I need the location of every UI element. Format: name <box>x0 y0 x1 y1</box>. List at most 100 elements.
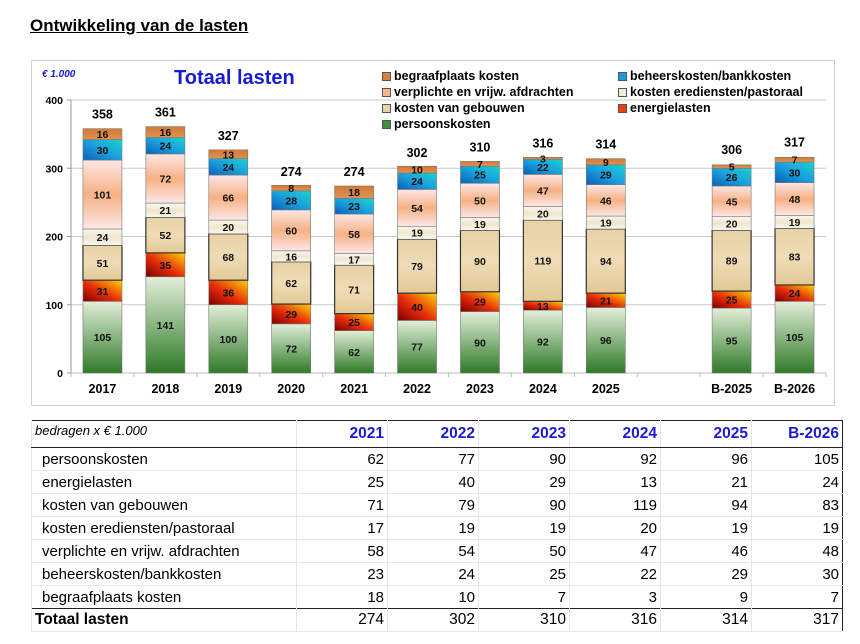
data-label: 24 <box>789 288 801 300</box>
bar-segment-persoonskosten <box>397 320 437 374</box>
data-labels: 2017105315124101301635820181413552217224… <box>89 106 816 396</box>
data-label: 7 <box>792 155 798 167</box>
bar-segment-persoonskosten <box>145 276 186 374</box>
legend-swatch <box>382 87 391 97</box>
x-tick-label: 2023 <box>466 382 494 396</box>
x-tick-label: 2021 <box>340 382 368 396</box>
y-tick-label: 0 <box>57 368 63 380</box>
data-label: 16 <box>285 251 297 263</box>
data-label: 46 <box>600 195 612 207</box>
table-cell: 94 <box>660 493 752 517</box>
data-label: 18 <box>348 187 360 199</box>
data-label: 29 <box>600 170 612 182</box>
legend-item: beheerskosten/bankkosten <box>618 69 791 83</box>
data-label: 13 <box>222 149 234 161</box>
bar-segment-begraafplaats-kosten <box>271 185 312 192</box>
bar-segment-begraafplaats-kosten <box>774 157 815 163</box>
data-label: 48 <box>789 194 801 206</box>
bar-segment-kosten-van-gebouwen <box>459 229 501 293</box>
bar-segment-verplichte-en-vrijw-afdrachten <box>82 159 123 230</box>
row-label: kosten van gebouwen <box>31 493 297 517</box>
table-row: kosten erediensten/pastoraal 17 19 19 20 19 19 <box>31 516 843 540</box>
table-cell: 274 <box>296 608 388 632</box>
bar-segment-begraafplaats-kosten <box>523 157 563 160</box>
table-cell: 7 <box>478 585 570 609</box>
row-label: begraafplaats kosten <box>31 585 297 609</box>
bar-segment-verplichte-en-vrijw-afdrachten <box>208 174 249 221</box>
table-cell: 19 <box>478 516 570 540</box>
legend-swatch <box>382 103 391 113</box>
data-label: 96 <box>600 335 612 347</box>
row-label: verplichte en vrijw. afdrachten <box>31 539 297 563</box>
data-label: 20 <box>726 219 738 231</box>
bar-segment-kosten-van-gebouwen <box>145 216 186 254</box>
table-cell: 90 <box>478 447 570 471</box>
bar-segment-persoonskosten <box>460 311 500 374</box>
x-tick-label: 2018 <box>151 382 179 396</box>
data-label: 52 <box>160 230 172 242</box>
table-cell: 30 <box>751 562 843 586</box>
bar-segment-kosten-van-gebouwen <box>334 264 375 315</box>
bar-segment-persoonskosten <box>774 301 815 374</box>
x-tick-label: 2017 <box>89 382 117 396</box>
table-cell: 2025 <box>660 420 752 448</box>
bar-segment-persoonskosten <box>334 330 374 374</box>
x-tick-label: 2020 <box>277 382 305 396</box>
table-cell: 314 <box>660 608 752 632</box>
data-label: 23 <box>348 201 360 213</box>
table-cell: 20 <box>569 516 661 540</box>
legend-item: persoonskosten <box>382 117 491 131</box>
data-label: 101 <box>94 190 112 202</box>
legend-swatch <box>618 103 627 113</box>
data-label: 66 <box>222 193 234 205</box>
table-cell: 302 <box>387 608 479 632</box>
data-label: 79 <box>411 261 423 273</box>
data-label: 19 <box>411 228 423 240</box>
data-label: 141 <box>157 320 175 332</box>
table-cell: 19 <box>751 516 843 540</box>
data-label: 9 <box>603 157 609 169</box>
table-cell: 119 <box>569 493 661 517</box>
data-label: 10 <box>411 165 423 177</box>
data-label: 105 <box>94 332 112 344</box>
table-cell: 9 <box>660 585 752 609</box>
data-label: 36 <box>222 287 234 299</box>
table-cell: 54 <box>387 539 479 563</box>
table-cell: 13 <box>569 470 661 494</box>
total-label: 358 <box>92 108 113 122</box>
bar-segment-kosten-van-gebouwen <box>82 244 123 281</box>
x-tick-label: 2022 <box>403 382 431 396</box>
table-row: persoonskosten 62 77 90 92 96 105 <box>31 447 843 471</box>
legend-swatch <box>618 71 627 81</box>
table-cell: 24 <box>751 470 843 494</box>
legend-item: begraafplaats kosten <box>382 69 519 83</box>
table-cell: 92 <box>569 447 661 471</box>
data-label: 16 <box>97 129 109 141</box>
x-tick-label: 2019 <box>214 382 242 396</box>
total-label: 314 <box>595 138 616 152</box>
bar-segment-kosten-van-gebouwen <box>522 219 563 302</box>
legend-swatch <box>382 71 391 81</box>
data-label: 25 <box>474 170 486 182</box>
y-tick-label: 400 <box>45 95 63 107</box>
data-label: 13 <box>537 301 549 313</box>
data-label: 72 <box>160 173 172 185</box>
data-label: 17 <box>348 254 360 266</box>
data-label: 20 <box>222 222 234 234</box>
data-label: 21 <box>600 295 612 307</box>
data-label: 24 <box>97 232 109 244</box>
data-label: 47 <box>537 185 549 197</box>
legend-item: verplichte en vrijw. afdrachten <box>382 85 573 99</box>
y-tick-label: 100 <box>45 300 63 312</box>
data-label: 62 <box>348 347 360 359</box>
data-label: 58 <box>348 229 360 241</box>
data-label: 5 <box>729 162 735 174</box>
table-cell: 316 <box>569 608 661 632</box>
bar-segment-begraafplaats-kosten <box>334 185 374 199</box>
table-cell: 77 <box>387 447 479 471</box>
table-cell: 58 <box>296 539 388 563</box>
data-label: 8 <box>288 183 294 195</box>
row-label: kosten erediensten/pastoraal <box>31 516 297 540</box>
table-row: verplichte en vrijw. afdrachten 58 54 50 47 4… <box>31 539 843 563</box>
x-tick-label: B-2026 <box>774 382 815 396</box>
